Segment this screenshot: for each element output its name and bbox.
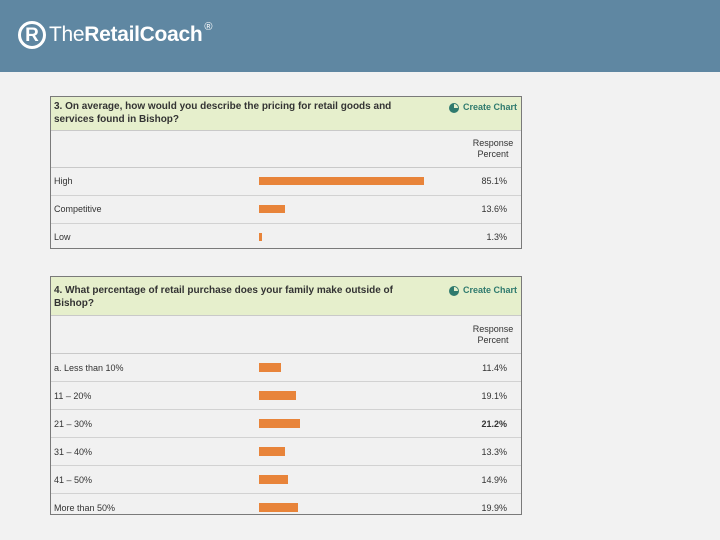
response-percent-label: Response Percent — [469, 138, 517, 160]
brand-name-bold: RetailCoach — [84, 23, 203, 46]
answer-row: 31 – 40% 13.3% — [51, 438, 521, 466]
answer-row: 21 – 30% 21.2% — [51, 410, 521, 438]
brand-logo: R TheRetailCoach ® — [18, 19, 212, 51]
response-percent: 11.4% — [482, 363, 507, 373]
answer-row: 11 – 20% 19.1% — [51, 382, 521, 410]
answer-row: Competitive 13.6% — [51, 196, 521, 224]
response-bar — [259, 475, 288, 484]
answer-label: 11 – 20% — [54, 391, 92, 401]
answer-row: Low 1.3% — [51, 224, 521, 251]
response-percent: 19.9% — [481, 503, 507, 513]
answer-label: a. Less than 10% — [54, 363, 124, 373]
response-bar — [259, 419, 300, 428]
response-bar — [259, 391, 296, 400]
response-percent: 85.1% — [481, 176, 507, 186]
response-bar — [259, 205, 285, 213]
response-percent: 13.3% — [481, 447, 507, 457]
response-header: Response Percent — [51, 316, 521, 354]
response-percent-label: Response Percent — [469, 324, 517, 346]
brand-name-light: The — [49, 23, 85, 46]
response-label-line2: Percent — [477, 335, 509, 345]
answer-label: 31 – 40% — [54, 447, 93, 457]
response-bar — [259, 503, 298, 512]
response-percent: 1.3% — [486, 232, 507, 242]
answer-label: 21 – 30% — [54, 419, 93, 429]
response-label-line1: Response — [472, 324, 514, 334]
question-title: 3. On average, how would you describe th… — [54, 101, 392, 125]
question-panel-4: 4. What percentage of retail purchase do… — [50, 276, 522, 515]
header-bar: R TheRetailCoach ® — [0, 0, 720, 72]
response-percent: 21.2% — [481, 419, 507, 429]
create-chart-label: Create Chart — [462, 102, 517, 112]
response-label-line2: Percent — [477, 149, 509, 159]
answer-row: More than 50% 19.9% — [51, 494, 521, 521]
question-header: 4. What percentage of retail purchase do… — [51, 277, 521, 316]
answer-label: 41 – 50% — [54, 475, 93, 485]
answer-label: High — [54, 176, 73, 186]
create-chart-link[interactable]: Create Chart — [448, 101, 517, 114]
answer-row: 41 – 50% 14.9% — [51, 466, 521, 494]
answer-label: More than 50% — [54, 503, 116, 513]
question-title: 4. What percentage of retail purchase do… — [54, 285, 393, 309]
response-bar — [259, 363, 281, 372]
answer-label: Low — [54, 232, 71, 242]
response-header: Response Percent — [51, 131, 521, 168]
brand-name: TheRetailCoach — [49, 23, 203, 47]
response-percent: 13.6% — [481, 204, 507, 214]
response-bar — [259, 177, 424, 185]
answer-row: a. Less than 10% 11.4% — [51, 354, 521, 382]
answer-rows: High 85.1% Competitive 13.6% Low 1.3% — [51, 168, 521, 251]
response-percent: 14.9% — [481, 475, 507, 485]
question-header: 3. On average, how would you describe th… — [51, 97, 521, 131]
answer-label: Competitive — [54, 204, 102, 214]
create-chart-link[interactable]: Create Chart — [448, 284, 517, 297]
create-chart-label: Create Chart — [462, 285, 517, 295]
response-bar — [259, 447, 285, 456]
answer-row: High 85.1% — [51, 168, 521, 196]
registered-mark: ® — [204, 21, 213, 33]
response-label-line1: Response — [472, 138, 514, 148]
pie-chart-icon — [448, 285, 459, 296]
pie-chart-icon — [448, 102, 459, 113]
answer-rows: a. Less than 10% 11.4% 11 – 20% 19.1% 21 – 3… — [51, 354, 521, 521]
brand-mark-icon: R — [18, 21, 46, 49]
response-percent: 19.1% — [481, 391, 507, 401]
question-panel-3: 3. On average, how would you describe th… — [50, 96, 522, 249]
response-bar — [259, 233, 262, 241]
